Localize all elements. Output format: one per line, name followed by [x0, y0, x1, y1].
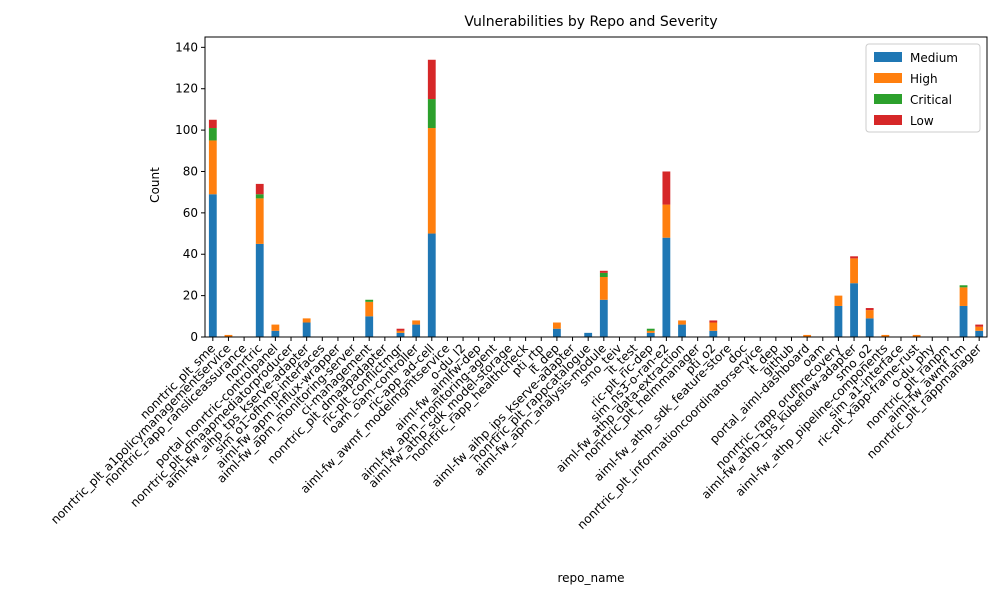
legend-swatch-low [874, 115, 902, 125]
bar-high-6 [302, 318, 311, 323]
bar-critical-48 [959, 285, 968, 288]
y-tick-label: 140 [175, 40, 198, 54]
bar-high-28 [646, 330, 655, 333]
bar-high-12 [396, 330, 405, 333]
bar-high-4 [271, 324, 280, 331]
bar-medium-3 [255, 243, 264, 337]
bar-high-25 [599, 277, 608, 300]
bar-medium-40 [834, 305, 843, 337]
y-tick-label: 60 [183, 206, 198, 220]
bars-group [208, 59, 984, 337]
y-tick-label: 100 [175, 123, 198, 137]
legend-swatch-high [874, 73, 902, 83]
bar-high-3 [255, 198, 264, 244]
legend: Medium High Critical Low [865, 43, 981, 133]
bar-high-1 [224, 334, 233, 337]
bar-critical-25 [599, 272, 608, 277]
bar-high-14 [427, 128, 436, 234]
bar-critical-10 [365, 299, 374, 302]
bar-medium-6 [302, 322, 311, 337]
bar-high-49 [975, 326, 984, 331]
bar-high-40 [834, 295, 843, 306]
bar-critical-3 [255, 194, 264, 199]
legend-label-high: High [910, 72, 938, 86]
bar-high-32 [709, 322, 718, 331]
bar-low-29 [662, 171, 671, 205]
bar-medium-12 [396, 332, 405, 337]
bar-high-45 [912, 334, 921, 337]
bar-medium-49 [975, 330, 984, 337]
y-axis: 0 20 40 60 80 100 120 140 [175, 40, 205, 344]
chart-title: Vulnerabilities by Repo and Severity [464, 14, 717, 30]
bar-medium-0 [208, 194, 217, 337]
bar-low-12 [396, 328, 405, 331]
legend-swatch-critical [874, 94, 902, 104]
bar-high-29 [662, 204, 671, 238]
bar-high-13 [412, 320, 421, 325]
bar-high-0 [208, 140, 217, 195]
bar-medium-10 [365, 316, 374, 337]
y-tick-label: 0 [190, 330, 198, 344]
bar-medium-22 [552, 328, 561, 337]
legend-box [865, 43, 981, 133]
y-tick-label: 20 [183, 289, 198, 303]
bar-high-38 [803, 334, 812, 337]
y-tick-label: 120 [175, 82, 198, 96]
bar-medium-42 [865, 318, 874, 337]
bar-high-42 [865, 310, 874, 319]
bar-low-3 [255, 183, 264, 195]
y-tick-label: 80 [183, 164, 198, 178]
bar-low-42 [865, 308, 874, 311]
bar-low-49 [975, 324, 984, 327]
bar-high-30 [678, 320, 686, 325]
x-axis-label: repo_name [557, 571, 624, 585]
bar-medium-4 [271, 330, 280, 337]
bar-medium-29 [662, 237, 671, 337]
bar-medium-25 [599, 299, 608, 337]
legend-label-medium: Medium [910, 51, 958, 65]
bar-low-25 [599, 270, 608, 273]
bar-medium-41 [850, 283, 858, 337]
plot-frame [204, 36, 988, 338]
legend-label-low: Low [910, 114, 934, 128]
bar-medium-13 [412, 324, 421, 337]
y-axis-label: Count [148, 167, 162, 203]
bar-medium-24 [584, 332, 593, 337]
bar-high-48 [959, 287, 968, 306]
bar-high-43 [881, 334, 890, 337]
bar-medium-28 [646, 332, 655, 337]
bar-medium-30 [678, 324, 686, 337]
bar-low-14 [427, 59, 436, 100]
bar-critical-14 [427, 99, 436, 129]
legend-label-critical: Critical [910, 93, 952, 107]
bar-critical-28 [646, 328, 655, 331]
y-tick-label: 40 [183, 247, 198, 261]
bar-low-32 [709, 320, 718, 323]
bar-low-0 [208, 119, 217, 129]
bar-high-10 [365, 301, 374, 317]
legend-swatch-medium [874, 52, 902, 62]
bar-medium-48 [959, 305, 968, 337]
bar-critical-0 [208, 128, 217, 141]
bar-high-22 [552, 322, 561, 329]
bar-low-41 [850, 256, 858, 259]
bar-medium-14 [427, 233, 436, 337]
bar-high-41 [850, 258, 858, 284]
bar-medium-32 [709, 330, 718, 337]
